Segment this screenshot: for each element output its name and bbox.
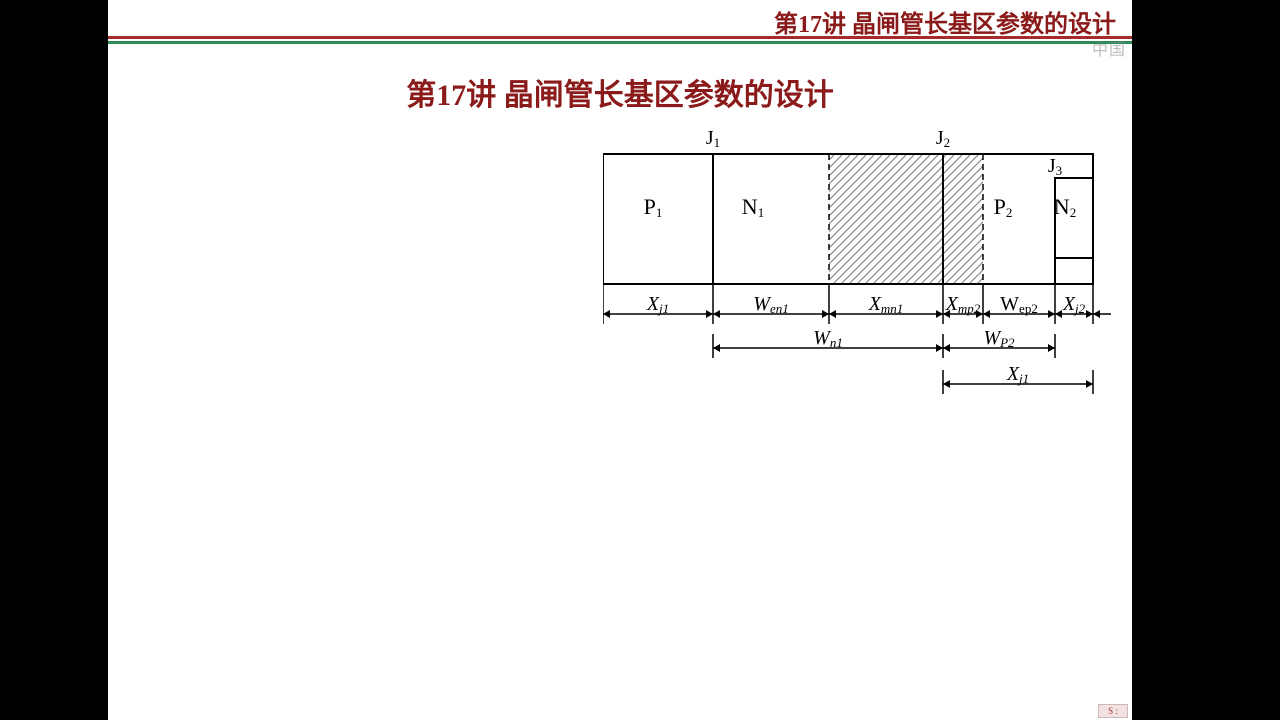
footer-badge: S :	[1098, 704, 1128, 718]
svg-text:P1: P1	[644, 194, 663, 220]
svg-text:J3: J3	[1048, 155, 1062, 178]
svg-text:Xmp2: Xmp2	[945, 293, 981, 316]
main-title-prefix: 第	[406, 79, 436, 112]
watermark: 中国	[1092, 36, 1126, 60]
main-title-suffix: 讲 晶闸管长基区参数的设计	[466, 79, 834, 112]
divider-red	[108, 36, 1132, 39]
svg-text:WP2: WP2	[983, 327, 1015, 350]
main-title-num: 17	[436, 79, 466, 112]
footer-badge-text: S :	[1108, 706, 1118, 716]
svg-text:Wep2: Wep2	[1000, 293, 1038, 316]
header-title-text: 第17讲 晶闸管长基区参数的设计	[774, 12, 1116, 38]
svg-text:Wen1: Wen1	[753, 293, 788, 316]
svg-text:Xmn1: Xmn1	[868, 293, 904, 316]
svg-text:N2: N2	[1054, 194, 1076, 220]
svg-text:Xj2: Xj2	[1062, 293, 1086, 316]
svg-text:Xj1: Xj1	[646, 293, 669, 316]
slide: 第17讲 晶闸管长基区参数的设计 中国 第17讲 晶闸管长基区参数的设计 J1J…	[108, 0, 1132, 720]
watermark-text: 中国	[1092, 42, 1126, 59]
svg-text:J1: J1	[706, 130, 720, 150]
svg-text:Xj1: Xj1	[1006, 363, 1029, 386]
divider-green	[108, 41, 1132, 44]
thyristor-diagram: J1 J2 J3 P1 N1 P2 N2 Xj1 Wen1 Xmn1 Xmp2 Wep2 Xj2 Wn1 W…	[603, 130, 1123, 420]
svg-text:P2: P2	[994, 194, 1013, 220]
main-title: 第17讲 晶闸管长基区参数的设计	[108, 70, 1132, 114]
svg-text:J2: J2	[936, 130, 950, 150]
header-title: 第17讲 晶闸管长基区参数的设计	[774, 4, 1116, 39]
svg-text:Wn1: Wn1	[813, 327, 843, 350]
svg-text:N1: N1	[742, 194, 764, 220]
diagram-svg: J1 J2 J3 P1 N1 P2 N2 Xj1 Wen1 Xmn1 Xmp2 Wep2 Xj2 Wn1 W…	[603, 130, 1123, 420]
